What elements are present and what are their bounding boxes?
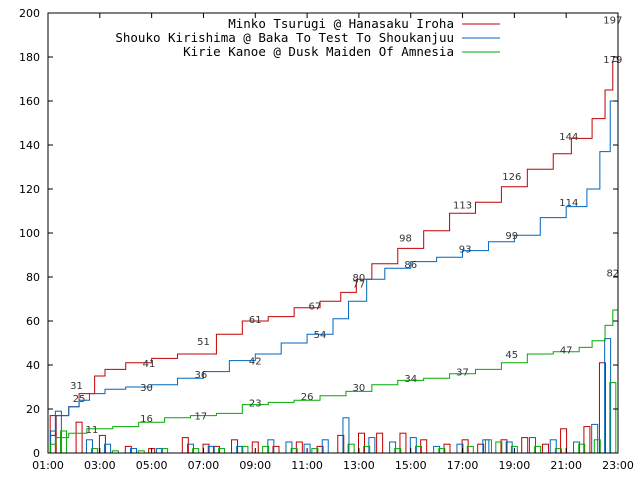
data-label-2: 16 — [140, 414, 153, 425]
legend-label-1: Shouko Kirishima @ Baka To Test To Shouk… — [115, 30, 454, 45]
data-label-2: 11 — [86, 425, 99, 436]
y-tick-label: 200 — [19, 7, 40, 20]
y-tick-label: 0 — [33, 447, 40, 460]
x-tick-label: 17:00 — [447, 459, 479, 472]
data-labels-layer: 31 41 51 61 67 80 98 113 126 144 197 25 30 36 42 54 77 86… — [70, 16, 622, 436]
data-label-1: 25 — [73, 394, 86, 405]
data-label-2: 37 — [456, 368, 469, 379]
legend-label-2: Kirie Kanoe @ Dusk Maiden Of Amnesia — [183, 44, 454, 59]
data-label-1: 54 — [314, 330, 327, 341]
data-label-0: 144 — [559, 132, 578, 143]
data-label-1: 114 — [559, 198, 578, 209]
bar-0 — [376, 432, 384, 454]
data-label-1: 93 — [459, 244, 472, 255]
y-tick-label: 40 — [26, 359, 40, 372]
y-tick-label: 60 — [26, 315, 40, 328]
data-label-2: 47 — [560, 346, 573, 357]
data-label-2: 82 — [606, 269, 619, 280]
data-label-2: 30 — [353, 383, 366, 394]
x-tick-label: 23:00 — [602, 459, 634, 472]
data-label-0: 80 — [353, 273, 366, 284]
data-label-2: 17 — [194, 412, 207, 423]
y-tick-label: 140 — [19, 139, 40, 152]
data-label-0: 31 — [70, 381, 83, 392]
y-tick-label: 100 — [19, 227, 40, 240]
series-line-1 — [48, 57, 619, 454]
x-tick-label: 07:00 — [188, 459, 220, 472]
data-label-2: 34 — [404, 374, 417, 385]
x-tick-label: 03:00 — [84, 459, 116, 472]
x-tick-label: 13:00 — [343, 459, 375, 472]
data-label-1: 30 — [140, 383, 153, 394]
x-tick-label: 21:00 — [550, 459, 582, 472]
bar-0 — [521, 437, 529, 454]
data-label-0: 61 — [249, 315, 262, 326]
y-tick-label: 80 — [26, 271, 40, 284]
x-tick-label: 19:00 — [499, 459, 531, 472]
data-label-2: 45 — [505, 350, 518, 361]
data-label-0: 197 — [603, 16, 622, 27]
bar-0 — [75, 421, 83, 454]
x-tick-label: 11:00 — [291, 459, 323, 472]
data-label-1: 77 — [353, 280, 366, 291]
bar-0 — [541, 443, 549, 454]
x-tick-label: 01:00 — [32, 459, 64, 472]
data-label-1: 86 — [404, 260, 417, 271]
x-tick-label: 05:00 — [136, 459, 168, 472]
x-tick-label: 15:00 — [395, 459, 427, 472]
data-label-1: 42 — [249, 357, 262, 368]
data-label-1: 99 — [505, 231, 518, 242]
legend-label-0: Minko Tsurugi @ Hanasaku Iroha — [228, 16, 454, 31]
data-label-0: 126 — [502, 172, 521, 183]
series-line-0 — [48, 19, 619, 454]
series-line-2 — [48, 272, 619, 454]
y-tick-label: 160 — [19, 95, 40, 108]
data-label-1: 36 — [194, 370, 207, 381]
y-tick-label: 20 — [26, 403, 40, 416]
data-label-0: 98 — [399, 233, 412, 244]
lines-layer — [48, 19, 619, 454]
data-label-0: 113 — [453, 200, 472, 211]
data-label-0: 41 — [143, 359, 156, 370]
y-tick-label: 180 — [19, 51, 40, 64]
axis-ticks: 0 20 40 60 80 100 120 140 160 180 200 01:00 03:00 05:… — [19, 7, 634, 472]
data-label-2: 23 — [249, 398, 262, 409]
data-label-0: 67 — [308, 302, 321, 313]
data-label-0: 51 — [197, 337, 210, 348]
x-tick-label: 09:00 — [239, 459, 271, 472]
data-label-2: 26 — [301, 392, 314, 403]
y-tick-label: 120 — [19, 183, 40, 196]
data-label-1: 179 — [603, 55, 622, 66]
